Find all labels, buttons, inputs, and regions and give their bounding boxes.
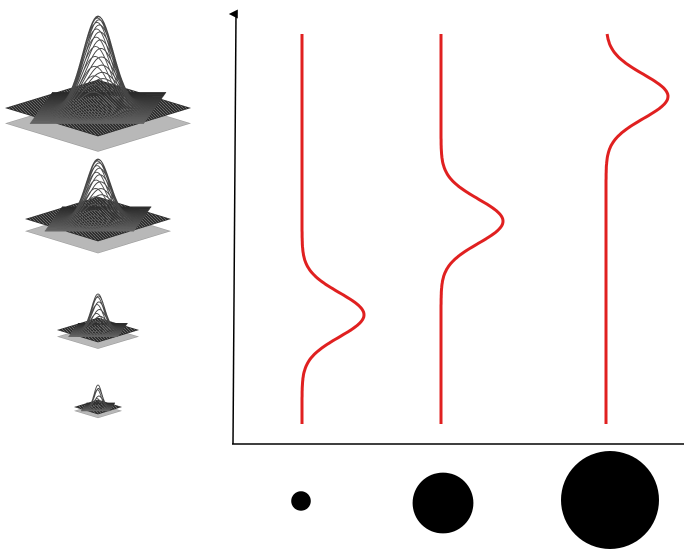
gaussian-surface-large-peak xyxy=(29,15,167,124)
gaussian-surface-small-mesh-line xyxy=(71,321,121,334)
gaussian-surface-medium-mesh-line xyxy=(48,222,138,227)
gaussian-surface-large-mesh-line xyxy=(37,65,152,114)
red-curve-2 xyxy=(439,34,505,424)
gaussian-surface-medium-mesh-line xyxy=(51,188,141,223)
circle-small xyxy=(291,491,311,511)
gaussian-surface-large-mesh-line xyxy=(36,91,151,116)
gaussian-surface-large-mesh-line xyxy=(34,107,149,118)
gaussian-surface-large-mesh-line xyxy=(35,97,150,116)
gaussian-surface-large-mesh-line xyxy=(32,118,147,121)
surfaces-column xyxy=(4,15,192,419)
gaussian-surface-medium-mesh-line xyxy=(49,210,139,225)
gaussian-surface-large-mesh-line xyxy=(40,21,155,110)
gaussian-surface-small-mesh-line xyxy=(72,296,123,332)
gaussian-surface-large-mesh-line xyxy=(38,55,153,113)
gaussian-surface-tiny-mesh-line xyxy=(81,408,111,411)
gaussian-surface-large xyxy=(4,15,192,152)
gaussian-surface-medium-mesh-line xyxy=(47,226,137,229)
gaussian-surface-large-mesh-line xyxy=(39,36,154,112)
gaussian-surface-tiny-mesh-line xyxy=(82,398,112,409)
gaussian-surface-small-mesh-line xyxy=(70,330,120,335)
gaussian-surface-medium-mesh-line xyxy=(51,171,142,222)
circle-large xyxy=(561,451,659,549)
gaussian-surface-medium-mesh-line xyxy=(50,203,140,225)
gaussian-surface-medium-mesh-line xyxy=(47,224,137,228)
gaussian-surface-large-mesh-line xyxy=(33,113,148,119)
gaussian-surface-large-mesh-line xyxy=(38,46,153,112)
gaussian-surface-small xyxy=(56,293,140,349)
gaussian-surface-medium-mesh-line xyxy=(50,196,140,224)
gaussian-surface-large-mesh-line xyxy=(39,28,154,111)
gaussian-surface-large-mesh-line xyxy=(36,83,151,115)
gaussian-surface-tiny-mesh-line xyxy=(83,389,112,409)
circle-medium xyxy=(412,472,474,534)
gaussian-surface-tiny-peak xyxy=(81,384,115,412)
gaussian-surface-medium-mesh-line xyxy=(52,165,142,221)
gaussian-surface-tiny xyxy=(73,384,123,419)
gaussian-surface-small-mesh-line xyxy=(69,333,120,336)
gaussian-surface-large-mesh-line xyxy=(33,115,148,120)
gaussian-surface-medium xyxy=(24,158,172,254)
gaussian-surface-large-mesh-line xyxy=(34,110,149,118)
curves-group xyxy=(300,33,670,424)
gaussian-surface-small-mesh-line xyxy=(72,304,122,332)
gaussian-surface-small-mesh-line xyxy=(71,313,122,333)
gaussian-surface-large-mesh-line xyxy=(32,117,147,120)
red-curve-3 xyxy=(604,33,670,424)
gaussian-surface-large-mesh-line xyxy=(37,75,152,114)
gaussian-surface-small-mesh-line xyxy=(70,327,121,334)
axes xyxy=(228,9,684,445)
gaussian-surface-medium-mesh-line xyxy=(48,219,138,227)
y-axis xyxy=(228,9,238,445)
gaussian-surface-tiny-mesh-line xyxy=(82,405,111,410)
gaussian-surface-small-peak xyxy=(68,293,128,338)
gaussian-surface-large-mesh-line xyxy=(35,103,150,117)
gaussian-surface-medium-mesh-line xyxy=(52,160,143,221)
circles-row xyxy=(291,451,659,549)
gaussian-surface-medium-mesh-line xyxy=(58,205,148,213)
gaussian-surface-medium-mesh-line xyxy=(46,227,136,229)
gaussian-surface-large-mesh-line xyxy=(31,119,146,122)
red-curve-1 xyxy=(300,34,366,424)
gaussian-surface-medium-mesh-line xyxy=(51,179,141,223)
gaussian-surface-medium-mesh-line xyxy=(58,207,148,213)
gaussian-surface-medium-peak xyxy=(44,158,152,232)
gaussian-surface-medium-mesh-line xyxy=(49,215,139,226)
